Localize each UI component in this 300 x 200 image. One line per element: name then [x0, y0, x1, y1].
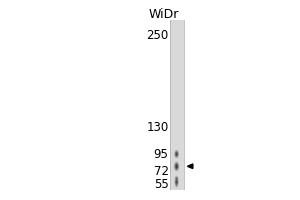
- Text: 130: 130: [146, 121, 169, 134]
- Bar: [170, 20, 184, 190]
- Polygon shape: [188, 164, 193, 169]
- Text: WiDr: WiDr: [148, 7, 179, 21]
- Text: 95: 95: [154, 148, 169, 161]
- Text: 55: 55: [154, 178, 169, 191]
- Text: 72: 72: [154, 165, 169, 178]
- Text: 250: 250: [146, 29, 169, 42]
